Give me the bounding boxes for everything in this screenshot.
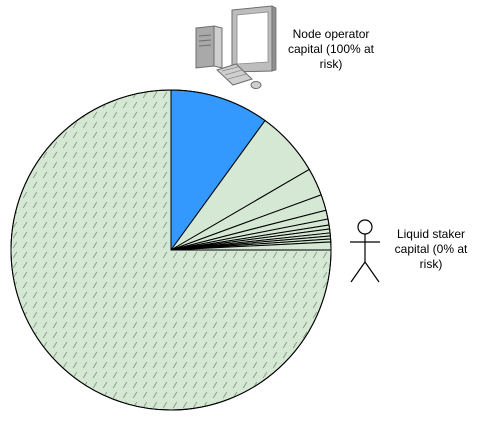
capital-pie-chart: [10, 89, 332, 411]
stick-figure-person-icon: [350, 219, 380, 283]
liquid-staker-label: Liquid staker capital (0% at risk): [394, 227, 468, 271]
pie-slice-hatch-pattern: [11, 90, 331, 410]
node-operator-label: Node operator capital (100% at risk): [287, 27, 375, 71]
pie-outline: [10, 89, 332, 411]
desktop-computer-icon: [195, 5, 277, 89]
